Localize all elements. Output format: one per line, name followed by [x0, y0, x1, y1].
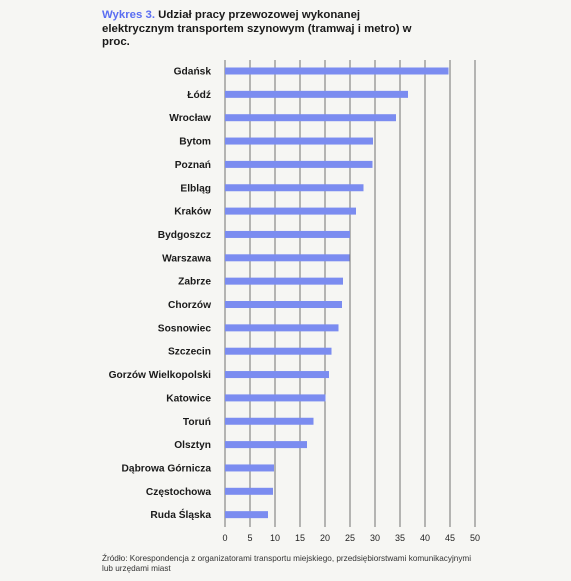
category-label: Sosnowiec: [158, 323, 212, 334]
bar-11: [225, 324, 339, 332]
category-label: Elbląg: [180, 183, 211, 194]
x-tick-label: 10: [270, 533, 280, 543]
bar-13: [225, 371, 329, 379]
x-tick-label: 35: [395, 533, 405, 543]
category-label: Zabrze: [178, 277, 211, 288]
category-label: Katowice: [166, 393, 211, 404]
category-label: Kraków: [174, 207, 211, 218]
x-tick-label: 15: [295, 533, 305, 543]
x-tick-label: 0: [222, 533, 227, 543]
x-tick-label: 25: [345, 533, 355, 543]
x-tick-label: 40: [420, 533, 430, 543]
chart-grid: [224, 60, 476, 527]
x-tick-label: 20: [320, 533, 330, 543]
bar-4: [225, 160, 373, 168]
category-label: Warszawa: [162, 253, 211, 264]
category-label: Bytom: [179, 137, 211, 148]
bar-15: [225, 417, 314, 425]
bar-14: [225, 394, 326, 402]
chart-title: Wykres 3. Udział pracy przewozowej wykon…: [102, 9, 432, 50]
bar-6: [225, 207, 356, 215]
bar-2: [225, 114, 396, 122]
bar-10: [225, 301, 342, 308]
category-label: Poznań: [175, 160, 211, 171]
bar-16: [225, 441, 307, 449]
category-label: Ruda Śląska: [150, 508, 211, 521]
category-label: Bydgoszcz: [158, 230, 211, 241]
source-note: Źródło: Korespondencja z organizatorami …: [102, 554, 472, 574]
bar-5: [225, 184, 364, 192]
category-label: Chorzów: [168, 300, 211, 311]
bar-18: [225, 487, 273, 495]
bar-8: [225, 254, 350, 262]
x-tick-label: 30: [370, 533, 380, 543]
bar-1: [225, 90, 408, 98]
bar-17: [225, 464, 274, 472]
x-tick-label: 50: [470, 533, 480, 543]
bar-12: [225, 347, 332, 355]
category-label: Dąbrowa Górnicza: [122, 463, 212, 474]
bar-7: [225, 230, 350, 238]
category-label: Wrocław: [169, 113, 211, 124]
chart-bars: [225, 67, 449, 519]
x-tick-label: 5: [247, 533, 252, 543]
category-label: Częstochowa: [146, 487, 211, 498]
category-label: Gorzów Wielkopolski: [109, 370, 212, 381]
category-labels: Gdańsk Łódź Wrocław Bytom Poznań Elbląg Kraków…: [109, 67, 212, 522]
category-label: Gdańsk: [174, 67, 212, 78]
category-label: Olsztyn: [174, 440, 211, 451]
category-label: Łódź: [187, 90, 211, 101]
category-label: Szczecin: [168, 347, 211, 358]
bar-19: [225, 511, 268, 519]
chart-title-prefix: Wykres 3.: [102, 9, 155, 21]
bar-0: [225, 67, 449, 75]
category-label: Toruń: [183, 417, 211, 428]
x-tick-labels: 0 5 10 15 20 25 30 35 40 45 50: [222, 533, 480, 543]
bar-3: [225, 137, 373, 145]
bar-9: [225, 277, 343, 285]
chart-title-text: Udział pracy przewozowej wykonanej elekt…: [102, 9, 412, 49]
x-tick-label: 45: [445, 533, 455, 543]
